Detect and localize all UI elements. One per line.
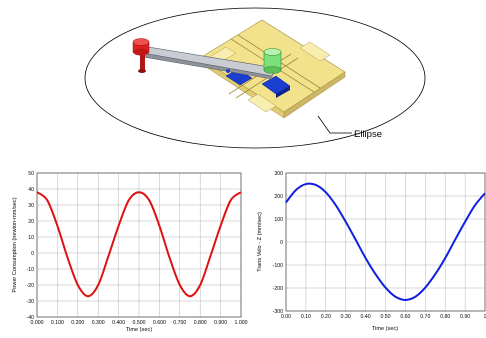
chart2-series-group	[285, 182, 486, 301]
chart2-y-axis-label: Trans Velo - Z (mm/sec)	[257, 212, 263, 272]
chart2-gridlines	[285, 172, 486, 312]
chart1-plot-frame	[36, 172, 242, 318]
series-line	[285, 182, 486, 301]
y-tick-label: -30	[27, 299, 35, 305]
x-tick-label: 0.700	[173, 320, 186, 326]
green-block-icon	[263, 48, 282, 74]
x-tick-label: 0.90	[460, 314, 470, 320]
x-tick-label: 1.000	[235, 320, 248, 326]
y-tick-label: -20	[27, 283, 35, 289]
chart2-y-ticks: 300 200 100 0 -100 -200 -300	[273, 171, 284, 315]
chart2-x-axis-label: Time (sec)	[372, 326, 398, 332]
chart1-series-group	[36, 191, 242, 298]
x-tick-label: 0.300	[92, 320, 105, 326]
y-tick-label: -100	[273, 263, 283, 269]
y-tick-label: -200	[273, 286, 283, 292]
x-tick-label: 0.60	[400, 314, 410, 320]
x-tick-label: 0.20	[321, 314, 331, 320]
x-tick-label: 0.600	[153, 320, 166, 326]
y-tick-label: 0	[31, 251, 34, 257]
y-tick-label: -40	[27, 315, 35, 321]
chart2-x-ticks: 0.00 0.10 0.20 0.30 0.40 0.50 0.60 0.70 0.80 0.90…	[281, 314, 486, 320]
x-tick-label: 0.500	[133, 320, 146, 326]
y-tick-label: -10	[27, 267, 35, 273]
y-tick-label: 10	[28, 235, 34, 241]
x-tick-label: 0.200	[71, 320, 84, 326]
chart1-y-axis-label: Power Consumption (newton-mm/sec)	[12, 197, 18, 292]
x-tick-label: 0.800	[194, 320, 207, 326]
y-tick-label: 100	[274, 217, 283, 223]
x-tick-label: 0.70	[420, 314, 430, 320]
ellipse-path	[84, 7, 426, 149]
x-tick-label: 0.400	[112, 320, 125, 326]
y-tick-label: 200	[274, 194, 283, 200]
y-tick-label: -300	[273, 309, 283, 315]
y-tick-label: 50	[28, 171, 34, 177]
y-tick-label: 300	[274, 171, 283, 177]
x-tick-label: 0.40	[361, 314, 371, 320]
series-line	[36, 191, 242, 298]
x-tick-label: 0.10	[301, 314, 311, 320]
x-tick-label: 0.30	[341, 314, 351, 320]
y-tick-label: 0	[280, 240, 283, 246]
mechanism-illustration: Ellipse	[84, 7, 426, 149]
ellipse-leader	[317, 115, 352, 134]
x-tick-label: 1	[484, 314, 486, 320]
chart1-y-ticks: 50 40 30 20 10 0 -10 -20 -30 -40	[27, 171, 35, 321]
x-tick-label: 0.100	[51, 320, 64, 326]
chart2-plot-frame	[285, 172, 486, 312]
x-tick-label: 0.900	[214, 320, 227, 326]
x-tick-label: 0.80	[440, 314, 450, 320]
y-tick-label: 40	[28, 187, 34, 193]
x-tick-label: 0.000	[31, 320, 44, 326]
slider-blocks	[225, 68, 291, 98]
red-knob-icon	[132, 38, 150, 73]
x-tick-label: 0.00	[281, 314, 291, 320]
chart1-x-axis-label: Time (sec)	[126, 327, 152, 333]
chart1-x-ticks: 0.000 0.100 0.200 0.300 0.400 0.500 0.600 0.700…	[31, 320, 248, 326]
x-tick-label: 0.50	[380, 314, 390, 320]
y-tick-label: 30	[28, 203, 34, 209]
y-tick-label: 20	[28, 219, 34, 225]
ellipse-label: Ellipse	[354, 129, 382, 140]
slider-plate	[199, 19, 346, 119]
chart1-gridlines	[36, 172, 242, 318]
